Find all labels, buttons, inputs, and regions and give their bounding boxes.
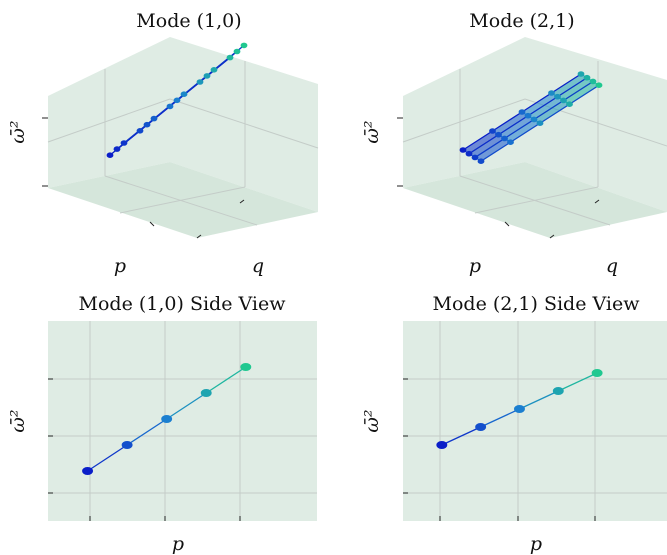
data-point bbox=[560, 97, 567, 104]
data-point bbox=[507, 139, 514, 145]
panel-3-xlabel: p bbox=[172, 533, 184, 555]
panel-4-plot-area bbox=[403, 321, 667, 521]
series-segment bbox=[87, 444, 128, 472]
panel-4-title: Mode (2,1) Side View bbox=[433, 293, 641, 315]
panel-1-data bbox=[106, 42, 248, 158]
data-point bbox=[536, 120, 544, 126]
data-point bbox=[200, 389, 212, 397]
panel-mode-2-1: Mode (2,1) ω̄² p q bbox=[361, 10, 667, 277]
panel-4-data bbox=[436, 369, 603, 449]
panel-2-back-left-pane bbox=[403, 37, 525, 188]
panel-2-back-right-pane bbox=[525, 37, 667, 212]
data-point bbox=[552, 387, 564, 395]
data-point bbox=[501, 135, 508, 142]
data-point bbox=[143, 121, 151, 128]
panel-4-grid bbox=[403, 321, 667, 521]
data-point bbox=[150, 115, 158, 122]
data-point bbox=[566, 101, 573, 107]
panel-1-title: Mode (1,0) bbox=[136, 10, 241, 32]
data-point bbox=[577, 71, 585, 77]
series-segment bbox=[441, 426, 481, 446]
panel-1-ticks bbox=[42, 117, 245, 239]
panel-1-ylabel: q bbox=[252, 255, 264, 277]
panel-3-title: Mode (1,0) Side View bbox=[79, 293, 287, 315]
data-point bbox=[226, 54, 234, 61]
data-point bbox=[513, 405, 525, 413]
data-point bbox=[240, 363, 252, 371]
panel-1-back-right-pane bbox=[170, 37, 318, 212]
panel-2-zlabel: ω̄² bbox=[361, 120, 383, 143]
panel-2-data bbox=[459, 71, 603, 164]
series-segment bbox=[558, 372, 598, 392]
series-segment bbox=[205, 366, 247, 394]
data-point bbox=[530, 116, 538, 123]
panel-2-ticks bbox=[397, 117, 600, 239]
data-point bbox=[203, 73, 211, 79]
panel-mode-1-0: Mode (1,0) ω̄² p q bbox=[7, 10, 319, 277]
data-point bbox=[113, 146, 121, 152]
data-point bbox=[554, 93, 561, 100]
data-point bbox=[495, 131, 502, 138]
panel-1-grid bbox=[47, 61, 319, 226]
panel-2-ylabel: q bbox=[606, 255, 618, 277]
panel-3-ylabel: ω̄² bbox=[7, 409, 29, 432]
series-segment bbox=[166, 392, 207, 420]
data-point bbox=[489, 128, 496, 134]
panel-mode-2-1-side-view: Mode (2,1) Side View ω̄² p bbox=[361, 293, 667, 555]
series-segment bbox=[519, 390, 559, 410]
data-point bbox=[196, 79, 204, 85]
data-point bbox=[210, 67, 218, 73]
data-point bbox=[583, 74, 591, 81]
data-point bbox=[548, 90, 555, 96]
data-point bbox=[166, 103, 174, 110]
series-segment bbox=[480, 408, 520, 428]
data-point bbox=[436, 441, 448, 449]
panel-3-grid bbox=[48, 321, 317, 521]
panel-3-ticks bbox=[48, 378, 241, 521]
data-point bbox=[180, 91, 188, 97]
panel-2-xlabel: p bbox=[469, 255, 481, 277]
panel-2-title: Mode (2,1) bbox=[469, 10, 574, 32]
panel-2-grid bbox=[402, 61, 667, 226]
data-point bbox=[595, 82, 603, 88]
data-point bbox=[121, 441, 133, 449]
panel-4-ylabel: ω̄² bbox=[361, 409, 383, 432]
data-point bbox=[106, 152, 114, 158]
series-segment bbox=[126, 418, 168, 446]
data-point bbox=[233, 48, 241, 55]
data-point bbox=[477, 158, 485, 164]
data-point bbox=[120, 140, 128, 146]
panel-4-xlabel: p bbox=[530, 533, 542, 555]
data-point bbox=[82, 467, 94, 475]
data-point bbox=[518, 109, 526, 115]
panel-1-back-left-pane bbox=[48, 37, 170, 188]
data-point bbox=[524, 112, 532, 119]
panel-1-xlabel: p bbox=[114, 255, 126, 277]
panel-3-data bbox=[82, 363, 252, 475]
panel-1-zlabel: ω̄² bbox=[7, 120, 29, 143]
panel-mode-1-0-side-view: Mode (1,0) Side View ω̄² p bbox=[7, 293, 317, 555]
data-point bbox=[475, 423, 487, 431]
data-point bbox=[589, 78, 597, 85]
data-point bbox=[591, 369, 603, 377]
data-point bbox=[136, 128, 144, 134]
data-point bbox=[459, 147, 467, 153]
panel-4-ticks bbox=[403, 378, 596, 521]
data-point bbox=[240, 42, 248, 49]
data-point bbox=[161, 415, 173, 423]
panel-3-plot-area bbox=[48, 321, 317, 521]
data-point bbox=[471, 154, 479, 161]
data-point bbox=[173, 97, 181, 104]
data-point bbox=[465, 150, 473, 157]
